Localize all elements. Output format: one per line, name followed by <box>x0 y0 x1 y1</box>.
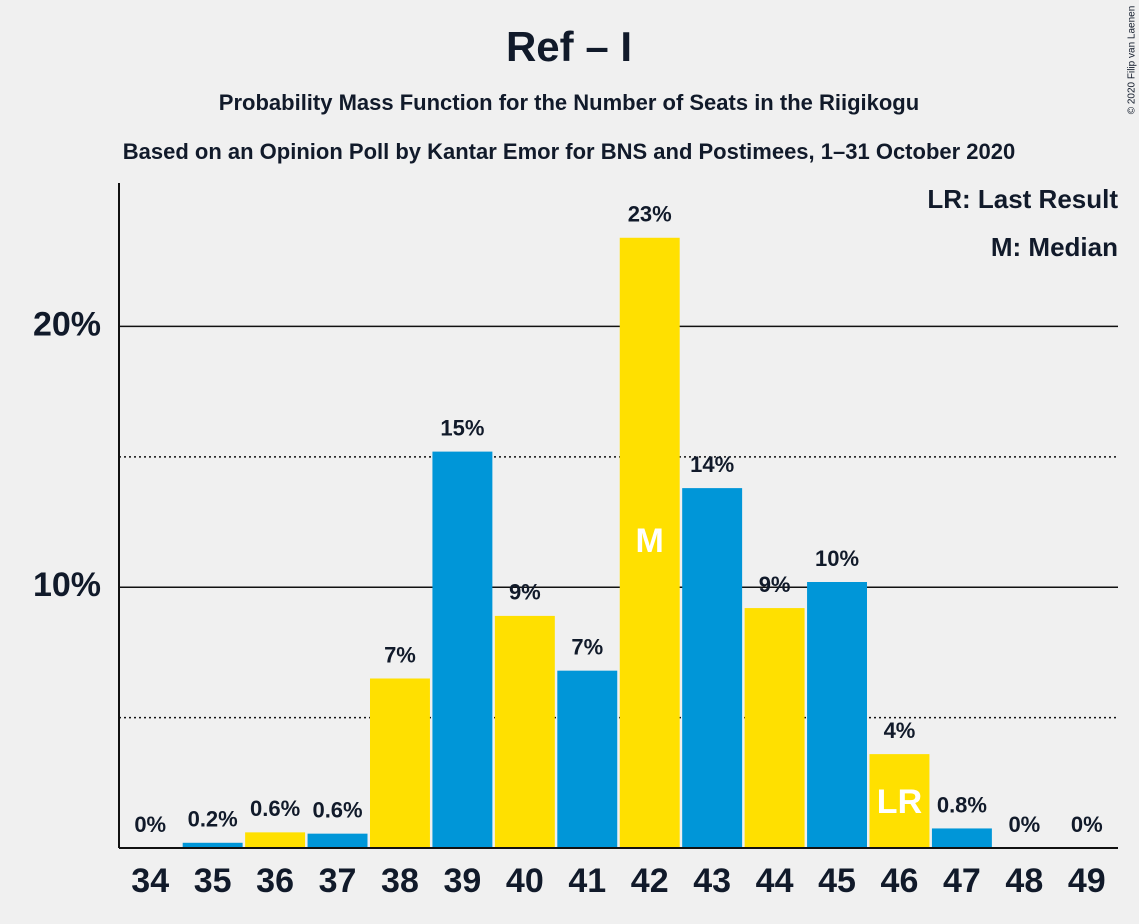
bar <box>744 608 805 848</box>
bar <box>494 615 555 848</box>
bar <box>931 828 992 848</box>
chart-subtitle: Probability Mass Function for the Number… <box>219 90 919 115</box>
bar <box>369 678 430 848</box>
x-tick-label: 36 <box>256 862 294 900</box>
value-label: 4% <box>884 718 916 743</box>
value-label: 0.6% <box>250 796 300 821</box>
annotation: M <box>636 522 664 560</box>
x-tick-label: 46 <box>881 862 919 900</box>
value-label: 14% <box>690 452 734 477</box>
value-label: 7% <box>571 634 603 659</box>
x-tick-label: 41 <box>568 862 606 900</box>
copyright: © 2020 Filip van Laenen <box>1127 6 1138 115</box>
x-tick-label: 45 <box>818 862 856 900</box>
bar <box>182 842 243 848</box>
value-label: 0% <box>1071 812 1103 837</box>
annotation: LR <box>877 783 922 821</box>
y-tick-label: 10% <box>33 566 101 604</box>
x-tick-label: 38 <box>381 862 419 900</box>
value-label: 10% <box>815 546 859 571</box>
value-label: 0.6% <box>312 797 362 822</box>
value-label: 23% <box>628 202 672 227</box>
chart-subtitle: Based on an Opinion Poll by Kantar Emor … <box>123 139 1015 164</box>
y-tick-label: 20% <box>33 305 101 343</box>
x-tick-label: 37 <box>319 862 357 900</box>
x-tick-label: 34 <box>131 862 169 900</box>
bar <box>869 754 930 848</box>
x-tick-label: 40 <box>506 862 544 900</box>
bar <box>682 488 743 848</box>
chart-title: Ref – I <box>506 23 632 70</box>
value-label: 7% <box>384 642 416 667</box>
bar <box>619 237 680 848</box>
value-label: 0% <box>134 812 166 837</box>
value-label: 0.2% <box>188 807 238 832</box>
x-tick-label: 39 <box>443 862 481 900</box>
x-tick-label: 47 <box>943 862 981 900</box>
x-tick-label: 44 <box>756 862 794 900</box>
value-label: 9% <box>509 580 541 605</box>
value-label: 0.8% <box>937 792 987 817</box>
value-label: 9% <box>759 572 791 597</box>
x-tick-label: 49 <box>1068 862 1106 900</box>
bar <box>432 451 493 848</box>
legend-note: M: Median <box>991 232 1118 262</box>
x-tick-label: 43 <box>693 862 731 900</box>
x-tick-label: 42 <box>631 862 669 900</box>
value-label: 15% <box>440 415 484 440</box>
legend-note: LR: Last Result <box>927 184 1118 214</box>
bar <box>245 832 306 848</box>
bar <box>307 833 368 848</box>
x-tick-label: 35 <box>194 862 232 900</box>
bar <box>807 582 868 848</box>
bar <box>557 670 618 848</box>
value-label: 0% <box>1008 812 1040 837</box>
x-tick-label: 48 <box>1005 862 1043 900</box>
